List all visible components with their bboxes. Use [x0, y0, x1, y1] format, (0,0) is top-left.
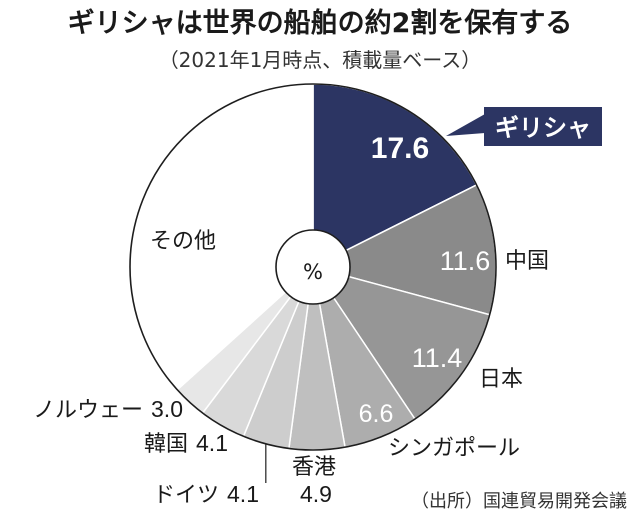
label-germany: ドイツ 4.1	[153, 481, 259, 508]
category-label-japan: 日本	[479, 367, 523, 392]
callout-greece: ギリシャ	[446, 107, 602, 146]
category-label-germany: ドイツ	[153, 483, 219, 508]
center-hole	[275, 229, 351, 305]
category-label-singapore: シンガポール	[388, 436, 520, 461]
category-label-others: その他	[150, 229, 216, 254]
chart-subtitle: （2021年1月時点、積載量ベース）	[159, 48, 482, 72]
value-label-norway: 3.0	[151, 396, 183, 422]
value-label-south-korea: 4.1	[196, 430, 228, 456]
callout-box	[484, 107, 602, 146]
source-note: （出所）国連貿易開発会議	[411, 491, 627, 512]
label-south-korea: 韓国 4.1	[144, 430, 228, 457]
chart-title: ギリシャは世界の船舶の約2割を保有する	[68, 7, 573, 39]
label-norway: ノルウェー 3.0	[33, 396, 183, 423]
category-label-china: 中国	[505, 249, 549, 274]
value-label-greece: 17.6	[371, 132, 429, 165]
category-label-greece: ギリシャ	[495, 114, 591, 142]
value-label-hong-kong: 4.9	[300, 481, 332, 507]
category-label-norway: ノルウェー	[33, 398, 143, 423]
pie-outline	[129, 83, 497, 451]
category-label-south-korea: 韓国	[144, 432, 188, 457]
value-label-china: 11.6	[440, 246, 491, 276]
value-label-japan: 11.4	[412, 343, 463, 373]
unit-label: %	[303, 260, 323, 284]
value-label-singapore: 6.6	[359, 400, 394, 428]
category-label-hong-kong: 香港	[292, 455, 336, 480]
pie-slices	[129, 83, 497, 451]
callout-pointer	[446, 114, 485, 136]
value-label-germany: 4.1	[227, 481, 259, 507]
